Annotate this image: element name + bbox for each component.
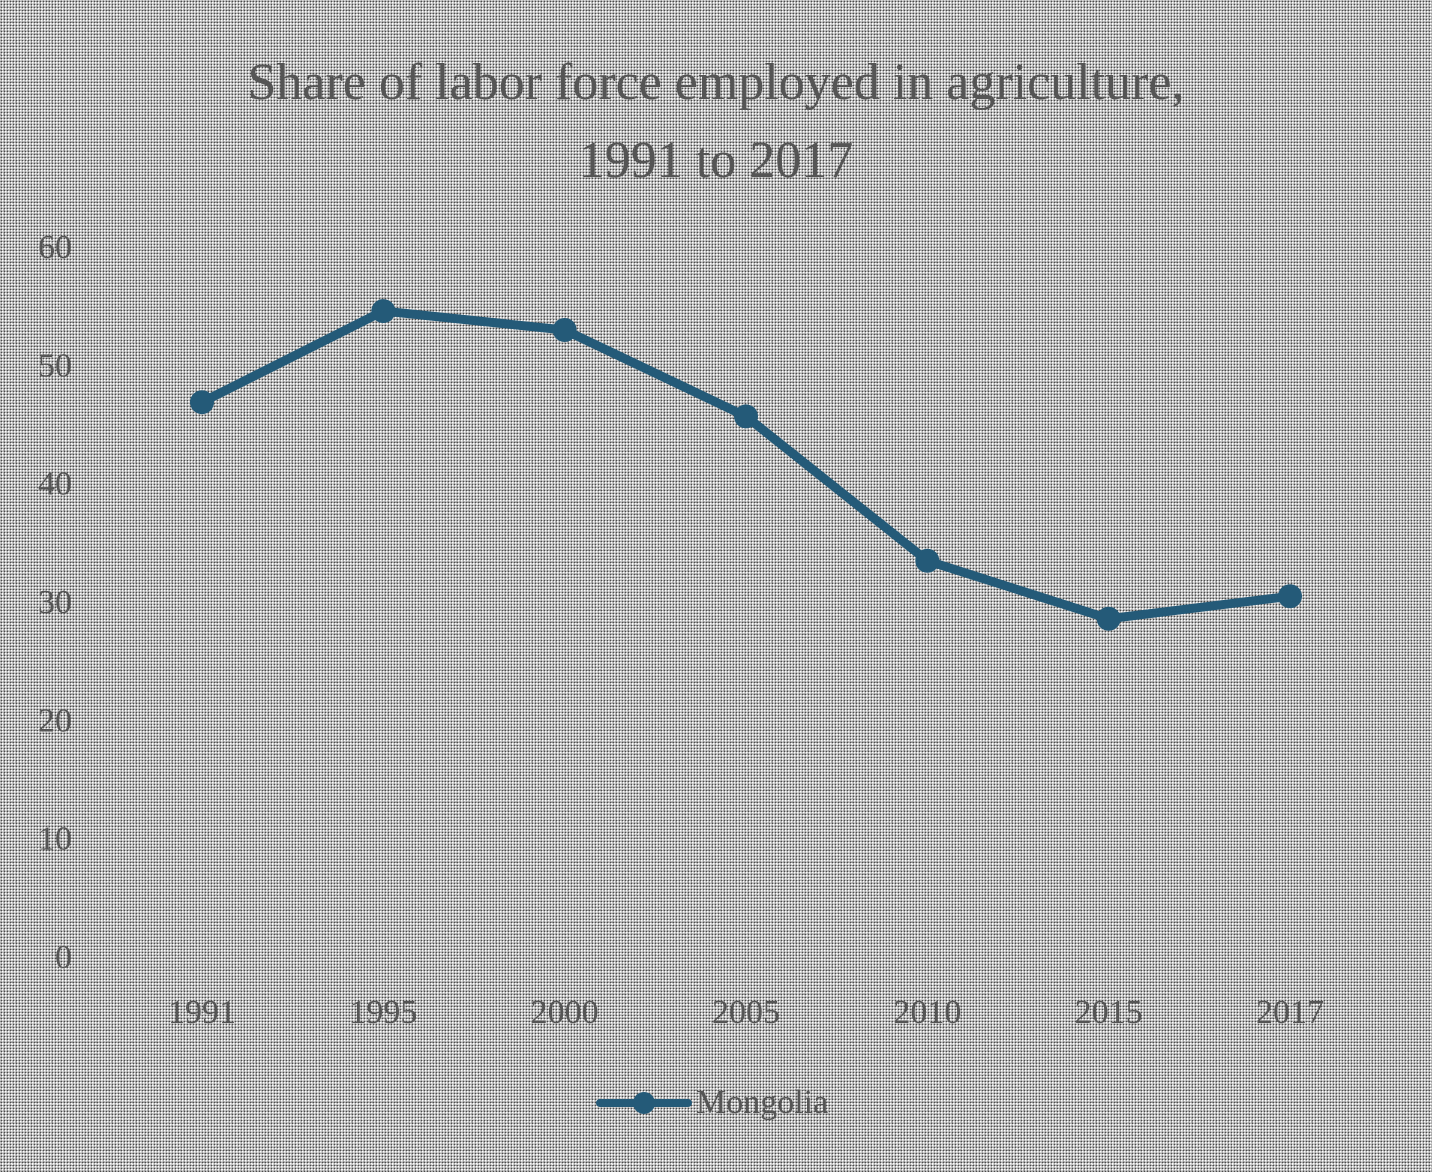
data-point-2015 [1096,606,1121,631]
y-tick-label: 60 [38,229,72,266]
x-axis-ticks: 1991 1995 2000 2005 2010 2015 2017 [168,994,1324,1031]
y-axis-ticks: 0 10 20 30 40 50 60 [38,229,72,976]
legend: Mongolia [596,1080,828,1126]
y-tick-label: 50 [38,347,72,384]
data-point-2005 [734,404,758,429]
legend-marker-icon [596,1092,692,1114]
series-layer [190,299,1302,631]
x-tick-label: 2017 [1256,994,1324,1031]
data-point-2000 [552,318,577,343]
chart-title: Share of labor force employed in agricul… [247,54,1185,189]
x-tick-label: 2015 [1075,994,1143,1031]
data-point-1991 [190,390,214,415]
x-tick-label: 2000 [531,994,599,1031]
data-point-1995 [371,299,396,324]
x-tick-label: 2010 [893,994,961,1031]
legend-label-mongolia: Mongolia [696,1084,829,1121]
series-line-mongolia [197,306,1295,624]
y-tick-label: 40 [38,466,72,503]
x-tick-label: 1991 [168,994,236,1031]
legend-swatch-mongolia [596,1080,692,1126]
data-point-2017 [1278,584,1302,609]
y-tick-label: 10 [38,821,72,858]
y-tick-label: 30 [38,584,72,621]
data-point-2010 [915,548,940,573]
y-tick-label: 20 [38,702,72,739]
x-tick-label: 1995 [349,994,417,1031]
x-tick-label: 2005 [712,994,780,1031]
y-tick-label: 0 [55,939,72,976]
